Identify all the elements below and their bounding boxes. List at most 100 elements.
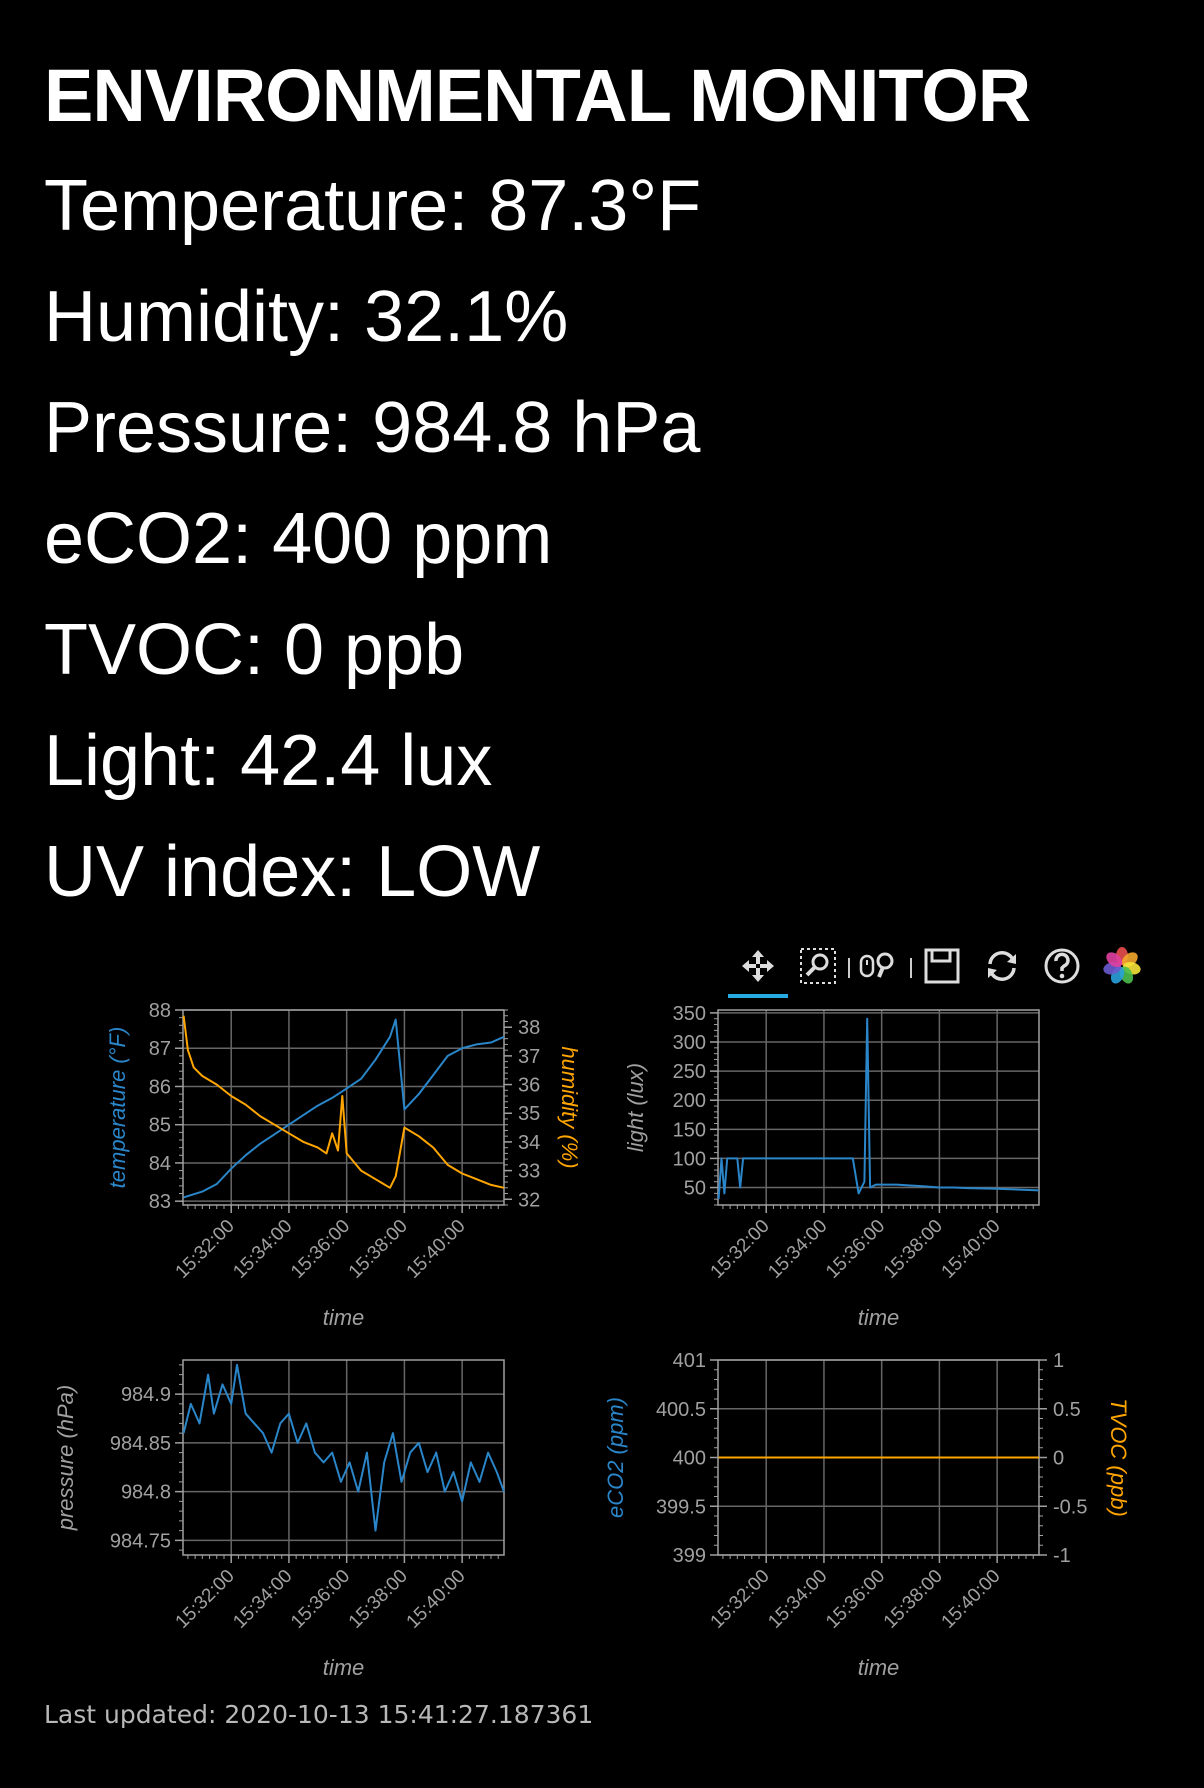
tvoc-reading: TVOC: 0 ppb <box>44 610 465 690</box>
box-zoom-icon <box>800 948 836 984</box>
light-reading: Light: 42.4 lux <box>44 721 493 801</box>
y-tick-label: 87 <box>149 1038 171 1060</box>
help-icon <box>1044 948 1080 984</box>
y-tick-label: 350 <box>673 1003 706 1025</box>
y-tick-label: 984.85 <box>110 1433 171 1455</box>
y-tick-label: 84 <box>149 1153 171 1175</box>
plot-frame <box>182 1359 505 1556</box>
last-updated-text: Last updated: 2020-10-13 15:41:27.187361 <box>44 1700 594 1729</box>
wheel-zoom-icon <box>859 952 894 978</box>
help-tool[interactable] <box>1040 944 1084 988</box>
x-tick-label: 15:36:00 <box>822 1216 889 1283</box>
y2-tick-label: 33 <box>518 1161 540 1183</box>
reset-icon <box>988 951 1016 981</box>
x-tick-label: 15:34:00 <box>764 1566 831 1633</box>
y-tick-label: 984.75 <box>110 1530 171 1552</box>
bokeh-logo-link[interactable] <box>1100 944 1144 988</box>
y-tick-label: 100 <box>673 1148 706 1170</box>
save-icon <box>924 948 960 984</box>
chart-pressure[interactable]: 15:32:0015:34:0015:36:0015:38:0015:40:00… <box>53 1359 505 1680</box>
y-tick-label: 88 <box>149 1000 171 1022</box>
y-tick-label: 399 <box>673 1545 706 1567</box>
uv-index-reading: UV index: LOW <box>44 832 541 912</box>
page-title: ENVIRONMENTAL MONITOR <box>44 54 1031 137</box>
active-tool-indicator <box>728 994 788 998</box>
temperature-reading: Temperature: 87.3°F <box>44 166 702 246</box>
chart-temp-humidity[interactable]: 15:32:0015:34:0015:36:0015:38:0015:40:00… <box>105 1000 582 1330</box>
y-tick-label: 300 <box>673 1032 706 1054</box>
y-axis-label: pressure (hPa) <box>53 1385 78 1532</box>
y-tick-label: 85 <box>149 1115 171 1137</box>
y-tick-label: 86 <box>149 1076 171 1098</box>
y2-tick-label: 0 <box>1053 1448 1064 1470</box>
x-tick-label: 15:36:00 <box>822 1566 889 1633</box>
reset-tool[interactable] <box>980 944 1024 988</box>
y2-tick-label: -1 <box>1053 1545 1071 1567</box>
eco2-reading: eCO2: 400 ppm <box>44 499 553 579</box>
plot-toolbar <box>726 940 1146 1000</box>
x-tick-label: 15:32:00 <box>172 1566 239 1633</box>
x-tick-label: 15:40:00 <box>938 1216 1005 1283</box>
x-axis-label: time <box>323 1305 365 1330</box>
box-zoom-tool[interactable] <box>796 944 840 988</box>
y-tick-label: 400 <box>673 1448 706 1470</box>
y2-tick-label: 37 <box>518 1046 540 1068</box>
series-line-1 <box>182 1015 505 1189</box>
y2-axis-label: humidity (%) <box>557 1046 582 1168</box>
x-tick-label: 15:36:00 <box>287 1566 354 1633</box>
x-tick-label: 15:40:00 <box>938 1566 1005 1633</box>
y2-tick-label: 36 <box>518 1075 540 1097</box>
series-line-0 <box>717 1017 1040 1200</box>
y-axis-label: temperature (°F) <box>105 1027 130 1189</box>
y2-tick-label: 38 <box>518 1017 540 1039</box>
y2-tick-label: 0.5 <box>1053 1399 1081 1421</box>
chart-light[interactable]: 15:32:0015:34:0015:36:0015:38:0015:40:00… <box>623 1003 1040 1330</box>
y2-tick-label: 32 <box>518 1189 540 1211</box>
y-tick-label: 401 <box>673 1350 706 1372</box>
y-axis-label: light (lux) <box>623 1063 648 1152</box>
readouts-panel: ENVIRONMENTAL MONITOR Temperature: 87.3°… <box>44 40 1031 928</box>
y-tick-label: 984.9 <box>121 1384 171 1406</box>
y-tick-label: 200 <box>673 1090 706 1112</box>
humidity-reading: Humidity: 32.1% <box>44 277 569 357</box>
x-tick-label: 15:40:00 <box>403 1216 470 1283</box>
pan-tool[interactable] <box>736 944 780 988</box>
x-axis-label: time <box>323 1655 365 1680</box>
pressure-reading: Pressure: 984.8 hPa <box>44 388 701 468</box>
y2-axis-label: TVOC (ppb) <box>1106 1398 1131 1517</box>
chart-eco2-tvoc[interactable]: 15:32:0015:34:0015:36:0015:38:0015:40:00… <box>603 1350 1131 1680</box>
x-axis-label: time <box>858 1655 900 1680</box>
x-tick-label: 15:36:00 <box>287 1216 354 1283</box>
y-tick-label: 984.8 <box>121 1482 171 1504</box>
y2-tick-label: 1 <box>1053 1350 1064 1372</box>
x-tick-label: 15:32:00 <box>172 1216 239 1283</box>
y2-tick-label: 34 <box>518 1132 540 1154</box>
save-tool[interactable] <box>920 944 964 988</box>
x-tick-label: 15:38:00 <box>345 1566 412 1633</box>
x-tick-label: 15:40:00 <box>403 1566 470 1633</box>
toolbar-separator <box>910 958 912 978</box>
series-line-0 <box>182 1363 505 1532</box>
x-tick-label: 15:38:00 <box>880 1566 947 1633</box>
x-tick-label: 15:34:00 <box>229 1566 296 1633</box>
y-axis-label: eCO2 (ppm) <box>603 1397 628 1518</box>
y-tick-label: 399.5 <box>656 1496 706 1518</box>
toolbar-separator <box>848 958 850 978</box>
y-tick-label: 400.5 <box>656 1399 706 1421</box>
y-tick-label: 83 <box>149 1191 171 1213</box>
x-axis-label: time <box>858 1305 900 1330</box>
y-tick-label: 250 <box>673 1061 706 1083</box>
x-tick-label: 15:34:00 <box>229 1216 296 1283</box>
bokeh-logo <box>1103 947 1141 984</box>
wheel-zoom-tool[interactable] <box>856 944 900 988</box>
y2-tick-label: -0.5 <box>1053 1496 1087 1518</box>
x-tick-label: 15:32:00 <box>707 1566 774 1633</box>
y-tick-label: 150 <box>673 1119 706 1141</box>
x-tick-label: 15:32:00 <box>707 1216 774 1283</box>
y2-tick-label: 35 <box>518 1103 540 1125</box>
plot-frame <box>717 1009 1040 1206</box>
x-tick-label: 15:38:00 <box>880 1216 947 1283</box>
x-tick-label: 15:38:00 <box>345 1216 412 1283</box>
x-tick-label: 15:34:00 <box>764 1216 831 1283</box>
